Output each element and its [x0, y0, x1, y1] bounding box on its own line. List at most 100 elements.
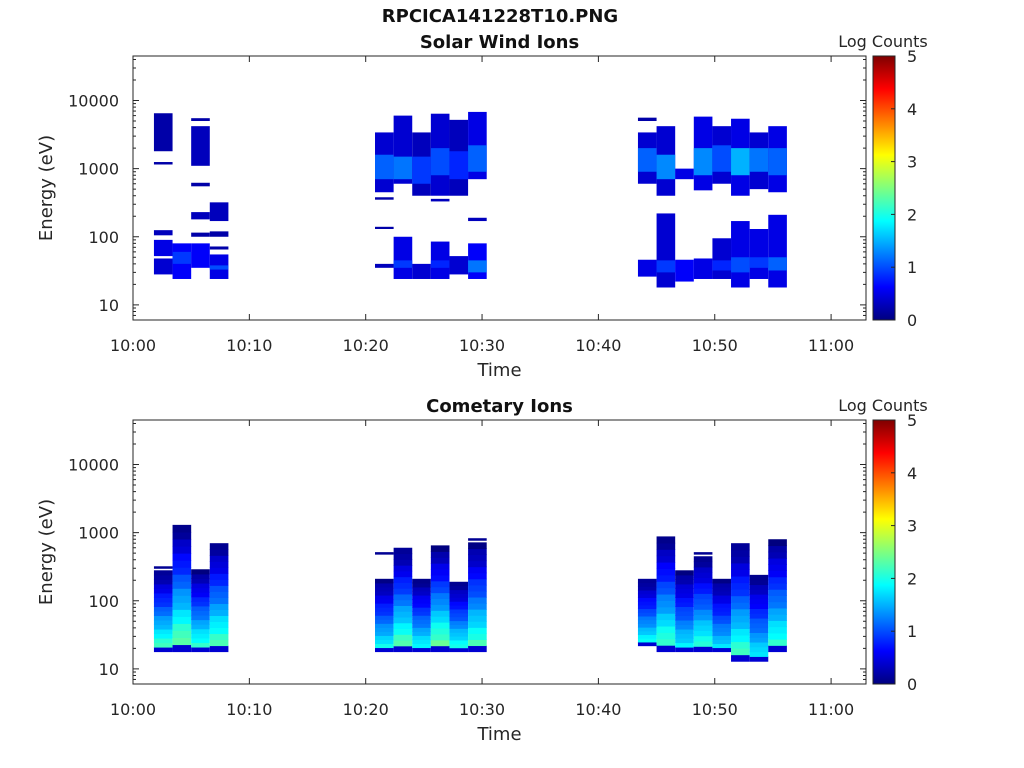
heatmap-cell [412, 627, 431, 632]
heatmap-cell [675, 168, 694, 180]
heatmap-cell [412, 590, 431, 596]
heatmap-cell [449, 612, 469, 618]
heatmap-cell [468, 590, 487, 598]
heatmap-cell [209, 585, 229, 592]
heatmap-cell [768, 595, 787, 603]
heatmap-cell [693, 588, 713, 594]
heatmap-cell [449, 628, 469, 633]
heatmap-cell [412, 578, 431, 584]
heatmap-cell [393, 570, 413, 578]
heatmap-cell [191, 212, 210, 220]
heatmap-cell [153, 624, 173, 630]
heatmap-cell [375, 197, 394, 200]
heatmap-cell [153, 633, 173, 639]
heatmap-cell [430, 148, 450, 176]
heatmap-cell [375, 154, 394, 180]
heatmap-cell [393, 156, 413, 180]
heatmap-cell [768, 214, 787, 288]
heatmap-cell [731, 148, 750, 176]
heatmap-cell [656, 549, 676, 557]
heatmap-cell [153, 230, 173, 236]
figure-title: RPCICA141228T10.PNG [381, 6, 619, 27]
heatmap-cell [468, 621, 487, 628]
heatmap-cell [712, 238, 732, 279]
heatmap-cell [430, 610, 450, 617]
heatmap-cell [412, 635, 431, 640]
heatmap-cell [375, 623, 394, 628]
x-tick-label: 10:40 [575, 700, 621, 719]
heatmap-cell [172, 524, 192, 533]
colorbar-tick-label: 2 [907, 569, 917, 588]
y-tick-label: 10 [99, 296, 119, 315]
heatmap-cell [430, 241, 450, 279]
heatmap-cell [209, 265, 229, 270]
heatmap-cell [209, 615, 229, 623]
heatmap-cell [749, 598, 769, 605]
heatmap-cell [768, 582, 787, 590]
heatmap-cell [449, 647, 469, 653]
heatmap-cell [209, 555, 229, 562]
heatmap-cell [675, 628, 694, 635]
heatmap-cell [712, 578, 732, 584]
heatmap-cell [393, 559, 413, 566]
heatmap-cell [191, 582, 210, 589]
heatmap-cell [768, 601, 787, 609]
heatmap-cell [468, 645, 487, 653]
heatmap-cell [656, 568, 676, 576]
x-tick-label: 10:30 [459, 700, 505, 719]
heatmap-cell [749, 651, 769, 657]
heatmap-cell [153, 601, 173, 607]
heatmap-cell [693, 625, 713, 631]
heatmap-cell [675, 579, 694, 585]
heatmap-cell [731, 641, 750, 649]
heatmap-cell [209, 573, 229, 580]
heatmap-cell [693, 561, 713, 568]
heatmap-cell [430, 260, 450, 268]
x-tick-label: 10:30 [459, 336, 505, 355]
heatmap-cell [412, 582, 431, 588]
heatmap-cell [768, 645, 787, 653]
heatmap-cell [749, 641, 769, 648]
y-tick-label: 1000 [78, 524, 119, 543]
heatmap-cell [430, 574, 450, 582]
heatmap-cell [768, 626, 787, 634]
heatmap-cell [749, 646, 769, 653]
heatmap-cell [153, 606, 173, 612]
heatmap-cell [675, 583, 694, 589]
heatmap-cell [468, 538, 487, 541]
heatmap-cell [209, 603, 229, 610]
heatmap-cell [430, 639, 450, 647]
heatmap-cell [637, 619, 657, 624]
heatmap-cell [393, 611, 413, 618]
y-axis-label: Energy (eV) [36, 135, 57, 241]
heatmap-cell [675, 637, 694, 644]
heatmap-cell [191, 118, 210, 122]
heatmap-cell [712, 586, 732, 592]
heatmap-cell [153, 615, 173, 621]
heatmap-cell [209, 202, 229, 222]
heatmap-cell [637, 597, 657, 602]
heatmap-cell [768, 632, 787, 640]
heatmap-cell [375, 643, 394, 649]
heatmap-cell [393, 260, 413, 268]
heatmap-cell [768, 614, 787, 621]
heatmap-cell [468, 572, 487, 580]
heatmap-cell [749, 608, 769, 614]
heatmap-cell [675, 592, 694, 598]
heatmap-cell [656, 154, 676, 180]
heatmap-cell [191, 642, 210, 648]
heatmap-cell [468, 633, 487, 640]
heatmap-cell [712, 627, 732, 632]
x-tick-label: 10:20 [343, 700, 389, 719]
heatmap-cell [693, 552, 713, 555]
heatmap-cell [430, 616, 450, 623]
heatmap-cell [375, 639, 394, 645]
heatmap-cell [375, 226, 394, 229]
heatmap-cell [172, 630, 192, 639]
heatmap-cell [749, 257, 769, 268]
heatmap-cell [675, 588, 694, 594]
heatmap-cell [153, 619, 173, 626]
heatmap-cell [675, 570, 694, 576]
heatmap-cell [449, 256, 469, 275]
